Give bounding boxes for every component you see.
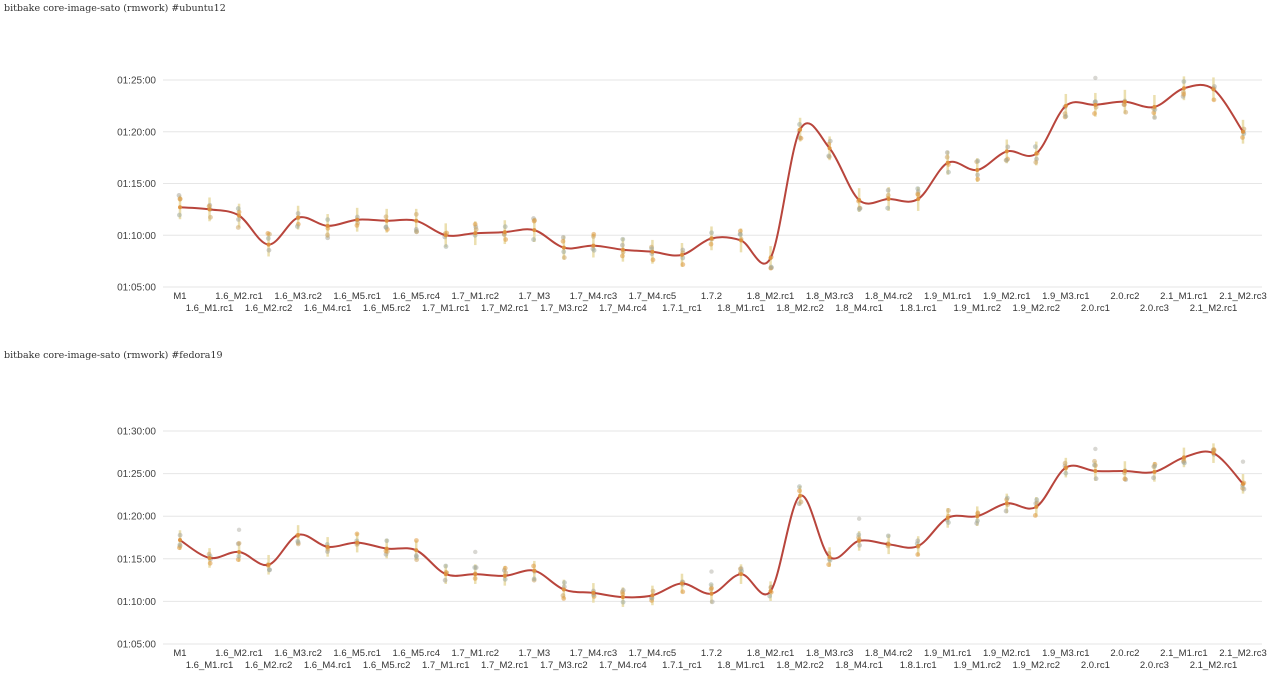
x-tick-label: 1.8_M4.rc1 (835, 303, 883, 314)
y-tick-label: 01:10:00 (117, 231, 156, 242)
x-tick-label: 2.1_M2.rc3 (1219, 648, 1267, 659)
x-tick-label: 1.7_M3.rc2 (540, 303, 588, 314)
trend-point-markers (178, 86, 1245, 261)
x-tick-label: 1.7_M3 (518, 648, 550, 659)
x-tick-label: 1.7.1_rc1 (662, 660, 702, 671)
x-tick-label: 1.6_M4.rc1 (304, 660, 352, 671)
chart-title-ubuntu12: bitbake core-image-sato (rmwork) #ubuntu… (4, 3, 226, 14)
x-tick-label: 2.0.rc1 (1081, 660, 1110, 671)
y-axis-tick-labels: 01:05:00 01:10:00 01:15:00 01:20:00 01:25:00… (117, 427, 156, 651)
x-tick-label: 1.6_M1.rc1 (186, 660, 234, 671)
x-tick-label: 1.8_M2.rc2 (776, 660, 824, 671)
run-scatter-points (176, 75, 1247, 271)
x-tick-label: 1.8_M2.rc1 (747, 291, 795, 302)
x-tick-label: 1.7_M4.rc3 (570, 291, 618, 302)
x-tick-label: 1.8.1.rc1 (900, 660, 937, 671)
y-tick-label: 01:15:00 (117, 179, 156, 190)
x-tick-label: 1.7_M1.rc1 (422, 303, 470, 314)
x-tick-label: 1.7.2 (701, 648, 722, 659)
x-axis-tick-labels: M11.6_M1.rc11.6_M2.rc11.6_M2.rc21.6_M3.r… (173, 291, 1266, 314)
x-tick-label: 1.8_M2.rc1 (747, 648, 795, 659)
y-tick-label: 01:10:00 (117, 597, 156, 608)
x-axis-tick-labels: M11.6_M1.rc11.6_M2.rc11.6_M2.rc21.6_M3.r… (173, 648, 1266, 671)
x-tick-label: 1.7_M4.rc5 (629, 291, 677, 302)
x-tick-label: 1.6_M3.rc2 (274, 648, 322, 659)
x-tick-label: 1.7_M1.rc1 (422, 660, 470, 671)
x-tick-label: 1.7_M1.rc2 (452, 648, 500, 659)
x-tick-label: 1.7_M4.rc4 (599, 660, 647, 671)
x-tick-label: 2.1_M1.rc1 (1160, 291, 1208, 302)
x-tick-label: 1.6_M3.rc2 (274, 291, 322, 302)
y-tick-label: 01:05:00 (117, 640, 156, 651)
x-tick-label: 1.7_M3 (518, 291, 550, 302)
y-tick-label: 01:15:00 (117, 554, 156, 565)
y-tick-label: 01:30:00 (117, 427, 156, 438)
x-tick-label: 1.6_M4.rc1 (304, 303, 352, 314)
x-tick-label: 1.6_M2.rc2 (245, 660, 293, 671)
x-tick-label: 1.6_M1.rc1 (186, 303, 234, 314)
x-tick-label: 1.9_M2.rc2 (1013, 303, 1061, 314)
x-tick-label: 1.9_M1.rc2 (953, 303, 1001, 314)
x-tick-label: 2.0.rc3 (1140, 660, 1169, 671)
x-tick-label: 1.7_M4.rc4 (599, 303, 647, 314)
x-tick-label: 1.8_M4.rc1 (835, 660, 883, 671)
x-tick-label: 2.0.rc2 (1110, 648, 1139, 659)
run-scatter-points (177, 446, 1247, 605)
x-tick-label: 2.1_M2.rc1 (1190, 660, 1238, 671)
x-tick-label: 1.6_M2.rc2 (245, 303, 293, 314)
chart-plot-ubuntu12: 01:05:00 01:10:00 01:15:00 01:20:00 01:25:00… (117, 75, 1267, 315)
x-tick-label: 1.6_M5.rc2 (363, 660, 411, 671)
y-tick-label: 01:05:00 (117, 283, 156, 294)
x-tick-label: 2.1_M1.rc1 (1160, 648, 1208, 659)
x-tick-label: 1.9_M1.rc1 (924, 648, 972, 659)
x-tick-label: 1.7_M2.rc1 (481, 660, 529, 671)
x-tick-label: 2.0.rc3 (1140, 303, 1169, 314)
x-tick-label: 1.8_M4.rc2 (865, 648, 913, 659)
x-tick-label: 1.8_M1.rc1 (717, 660, 765, 671)
x-tick-label: 1.7_M2.rc1 (481, 303, 529, 314)
chart-plot-fedora19: 01:05:00 01:10:00 01:15:00 01:20:00 01:25:00… (117, 427, 1267, 672)
y-tick-label: 01:25:00 (117, 469, 156, 480)
y-tick-label: 01:20:00 (117, 127, 156, 138)
x-tick-label: 1.6_M2.rc1 (215, 648, 263, 659)
x-tick-label: 1.7_M4.rc3 (570, 648, 618, 659)
x-tick-label: M1 (173, 648, 186, 659)
x-tick-label: 1.8_M2.rc2 (776, 303, 824, 314)
x-tick-label: 1.6_M5.rc1 (333, 291, 381, 302)
x-tick-label: 1.7.2 (701, 291, 722, 302)
y-axis-tick-labels: 01:05:00 01:10:00 01:15:00 01:20:00 01:25:00 (117, 76, 156, 294)
x-tick-label: 2.1_M2.rc1 (1190, 303, 1238, 314)
y-tick-label: 01:25:00 (117, 76, 156, 87)
x-tick-label: 1.9_M2.rc1 (983, 648, 1031, 659)
x-tick-label: 1.6_M5.rc1 (333, 648, 381, 659)
y-tick-label: 01:20:00 (117, 512, 156, 523)
x-tick-label: 1.9_M3.rc1 (1042, 291, 1090, 302)
x-tick-label: 1.6_M5.rc2 (363, 303, 411, 314)
x-tick-label: 1.9_M1.rc1 (924, 291, 972, 302)
chart-title-fedora19: bitbake core-image-sato (rmwork) #fedora… (4, 350, 223, 361)
x-tick-label: 1.7_M1.rc2 (452, 291, 500, 302)
x-tick-label: 1.8_M1.rc1 (717, 303, 765, 314)
x-tick-label: 1.9_M2.rc2 (1013, 660, 1061, 671)
gridlines (163, 79, 1262, 288)
x-tick-label: 1.9_M3.rc1 (1042, 648, 1090, 659)
x-tick-label: 1.7_M4.rc5 (629, 648, 677, 659)
x-tick-label: 1.8_M3.rc3 (806, 291, 854, 302)
x-tick-label: 1.9_M1.rc2 (953, 660, 1001, 671)
x-tick-label: 2.0.rc2 (1110, 291, 1139, 302)
trend-point-markers (178, 451, 1245, 600)
x-tick-label: 1.8.1.rc1 (900, 303, 937, 314)
x-tick-label: 1.8_M3.rc3 (806, 648, 854, 659)
x-tick-label: 2.1_M2.rc3 (1219, 291, 1267, 302)
x-tick-label: 1.9_M2.rc1 (983, 291, 1031, 302)
x-tick-label: 1.6_M5.rc4 (392, 291, 440, 302)
x-tick-label: 1.7_M3.rc2 (540, 660, 588, 671)
x-tick-label: 1.6_M5.rc4 (392, 648, 440, 659)
x-tick-label: M1 (173, 291, 186, 302)
x-tick-label: 1.7.1_rc1 (662, 303, 702, 314)
x-tick-label: 1.8_M4.rc2 (865, 291, 913, 302)
x-tick-label: 2.0.rc1 (1081, 303, 1110, 314)
x-tick-label: 1.6_M2.rc1 (215, 291, 263, 302)
